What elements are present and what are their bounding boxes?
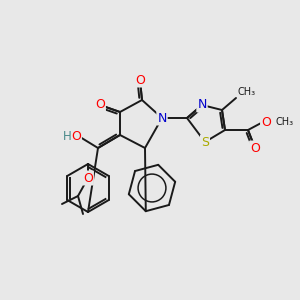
Text: H: H [63,130,71,143]
Text: N: N [197,98,207,112]
Text: O: O [95,98,105,112]
Text: CH₃: CH₃ [238,87,256,97]
Text: O: O [250,142,260,154]
Text: O: O [83,172,93,184]
Text: CH₃: CH₃ [276,117,294,127]
Text: S: S [201,136,209,148]
Text: O: O [261,116,271,128]
Text: O: O [71,130,81,143]
Text: O: O [135,74,145,86]
Text: N: N [157,112,167,124]
